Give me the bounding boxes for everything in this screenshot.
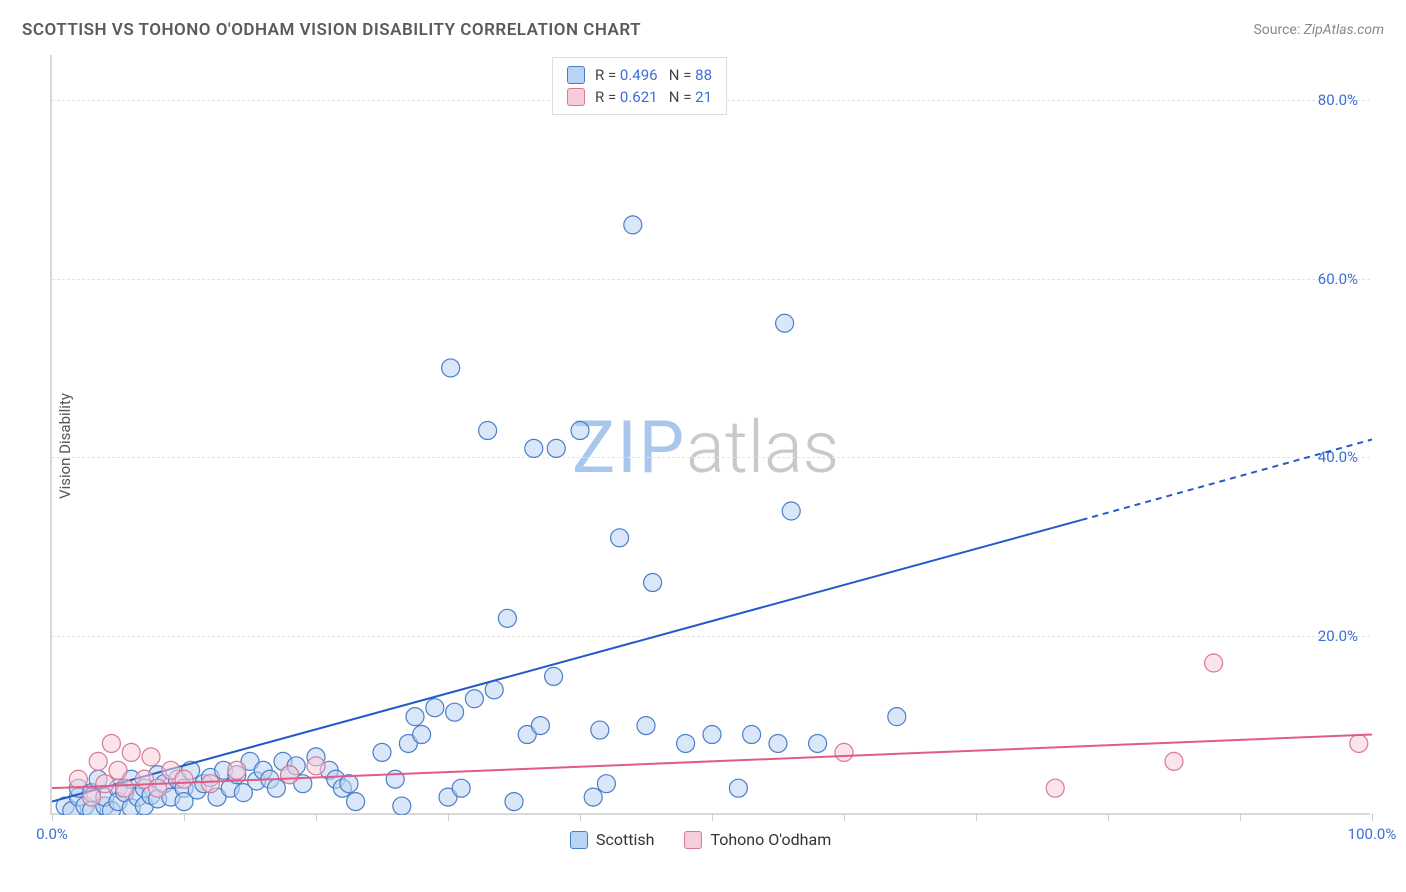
data-point (1046, 779, 1064, 797)
data-point (267, 779, 285, 797)
data-point (769, 734, 787, 752)
data-point (426, 699, 444, 717)
data-point (228, 761, 246, 779)
trend-line (52, 520, 1082, 802)
data-point (1205, 654, 1223, 672)
legend-swatch (570, 831, 588, 849)
data-point (782, 502, 800, 520)
data-point (281, 766, 299, 784)
data-point (373, 743, 391, 761)
source-attribution: Source: ZipAtlas.com (1253, 22, 1384, 38)
data-point (597, 775, 615, 793)
data-point (637, 717, 655, 735)
data-point (611, 529, 629, 547)
data-point (677, 734, 695, 752)
data-point (703, 726, 721, 744)
data-point (386, 770, 404, 788)
x-tick (1372, 813, 1373, 821)
data-point (584, 788, 602, 806)
data-point (888, 708, 906, 726)
data-point (83, 788, 101, 806)
scatter-chart: ZIPatlas 20.0%40.0%60.0%80.0%0.0%100.0%R… (50, 55, 1370, 815)
data-point (1350, 734, 1368, 752)
data-point (1165, 752, 1183, 770)
legend-row: R = 0.496 N = 88 (567, 64, 712, 86)
legend-item: Tohono O'odham (684, 830, 831, 849)
data-point (644, 574, 662, 592)
legend-swatch (567, 66, 585, 84)
data-point (835, 743, 853, 761)
data-point (149, 779, 167, 797)
data-point (89, 752, 107, 770)
source-prefix: Source: (1253, 22, 1300, 38)
data-point (743, 726, 761, 744)
data-point (142, 748, 160, 766)
data-point (122, 743, 140, 761)
correlation-legend: R = 0.496 N = 88R = 0.621 N = 21 (552, 57, 727, 115)
source-name: ZipAtlas.com (1304, 22, 1384, 38)
data-point (591, 721, 609, 739)
data-point (175, 770, 193, 788)
data-point (102, 734, 120, 752)
data-point (69, 770, 87, 788)
legend-swatch (684, 831, 702, 849)
data-point (96, 775, 114, 793)
data-point (547, 439, 565, 457)
data-point (340, 775, 358, 793)
data-point (571, 422, 589, 440)
legend-row: R = 0.621 N = 21 (567, 86, 712, 108)
data-point (624, 216, 642, 234)
trend-line-extrapolated (1082, 439, 1372, 519)
data-point (406, 708, 424, 726)
data-point (465, 690, 483, 708)
data-point (809, 734, 827, 752)
chart-title: SCOTTISH VS TOHONO O'ODHAM VISION DISABI… (22, 20, 641, 40)
data-point (201, 775, 219, 793)
data-point (479, 422, 497, 440)
data-point (485, 681, 503, 699)
data-point (413, 726, 431, 744)
legend-label: Scottish (596, 830, 654, 849)
legend-stats: R = 0.496 N = 88 (595, 64, 712, 86)
legend-item: Scottish (570, 830, 654, 849)
legend-stats: R = 0.621 N = 21 (595, 86, 712, 108)
data-point (545, 667, 563, 685)
x-tick-label: 0.0% (36, 825, 68, 843)
data-point (393, 797, 411, 815)
data-point (116, 779, 134, 797)
data-point (531, 717, 549, 735)
data-point (729, 779, 747, 797)
data-point (505, 793, 523, 811)
x-tick-label: 100.0% (1348, 825, 1397, 843)
legend-swatch (567, 88, 585, 106)
data-point (446, 703, 464, 721)
data-point (525, 439, 543, 457)
data-point (307, 757, 325, 775)
chart-svg (52, 55, 1372, 815)
series-legend: Scottish Tohono O'odham (570, 830, 831, 849)
data-point (776, 314, 794, 332)
data-point (347, 793, 365, 811)
data-point (452, 779, 470, 797)
data-point (498, 609, 516, 627)
legend-label: Tohono O'odham (710, 830, 831, 849)
data-point (109, 761, 127, 779)
data-point (442, 359, 460, 377)
